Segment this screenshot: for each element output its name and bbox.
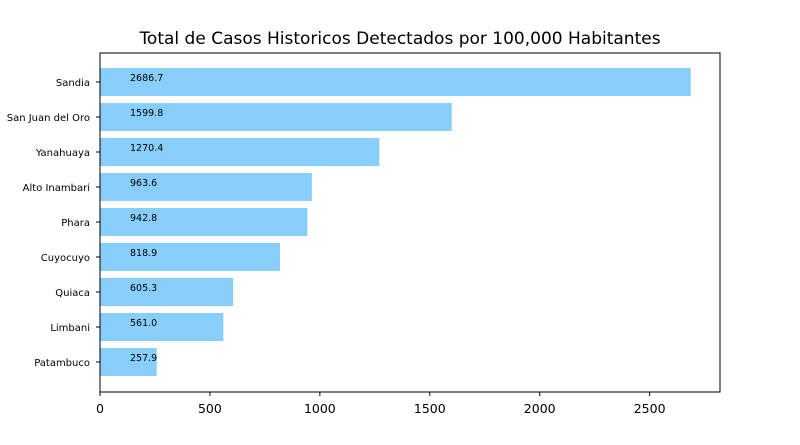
bar bbox=[100, 348, 157, 376]
data-label: 963.6 bbox=[130, 178, 157, 189]
bar bbox=[100, 173, 312, 201]
y-tick-label: San Juan del Oro bbox=[7, 113, 90, 124]
x-tick-label: 1000 bbox=[304, 401, 336, 416]
data-label: 2686.7 bbox=[130, 73, 163, 84]
bar bbox=[100, 103, 452, 131]
y-tick-label: Cuyocuyo bbox=[41, 253, 90, 264]
plot-frame bbox=[99, 52, 721, 393]
y-tick-label: Limbani bbox=[50, 323, 90, 334]
bar bbox=[100, 138, 380, 166]
bar bbox=[100, 278, 234, 306]
data-label: 561.0 bbox=[130, 318, 157, 329]
bars: 2686.7 1599.8 1270.4 963.6 942.8 818.9 605.3 56… bbox=[100, 68, 691, 376]
data-label: 818.9 bbox=[130, 248, 157, 259]
x-tick-label: 2000 bbox=[524, 401, 556, 416]
y-tick-labels: Sandia San Juan del Oro Yanahuaya Alto Inam… bbox=[7, 78, 100, 369]
y-tick-label: Yanahuaya bbox=[35, 148, 90, 159]
bar bbox=[100, 243, 281, 271]
x-axis: 0 500 1000 1500 2000 2500 bbox=[96, 392, 666, 416]
y-tick-label: Alto Inambari bbox=[23, 183, 90, 194]
data-label: 257.9 bbox=[130, 353, 157, 364]
y-tick-label: Quiaca bbox=[55, 288, 90, 299]
x-tick-label: 500 bbox=[198, 401, 222, 416]
x-tick-label: 1500 bbox=[414, 401, 446, 416]
y-tick-label: Patambuco bbox=[34, 358, 90, 369]
data-label: 1599.8 bbox=[130, 108, 163, 119]
y-tick-label: Phara bbox=[61, 218, 90, 229]
bar bbox=[100, 313, 224, 341]
bar bbox=[100, 68, 691, 96]
x-tick-label: 2500 bbox=[634, 401, 666, 416]
x-tick-label: 0 bbox=[96, 401, 104, 416]
bar bbox=[100, 208, 308, 236]
data-label: 605.3 bbox=[130, 283, 157, 294]
data-label: 1270.4 bbox=[130, 143, 163, 154]
chart-title: Total de Casos Historicos Detectados por… bbox=[138, 29, 660, 49]
y-tick-label: Sandia bbox=[56, 78, 90, 89]
data-label: 942.8 bbox=[130, 213, 157, 224]
